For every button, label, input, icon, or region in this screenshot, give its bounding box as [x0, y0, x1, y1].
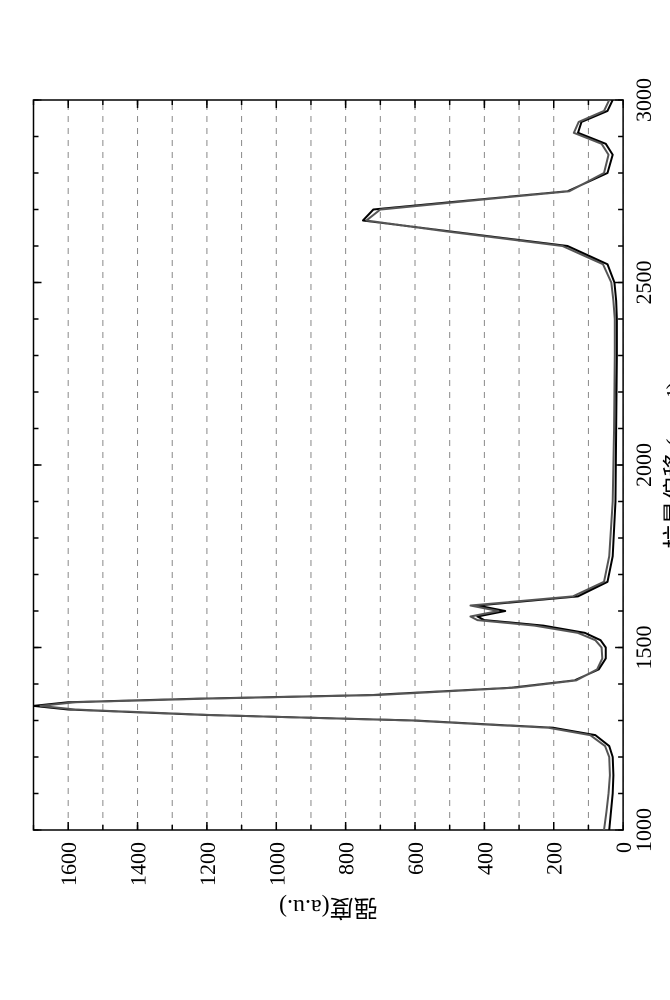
gridlines: [34, 100, 624, 830]
y-tick-label: 400: [472, 842, 497, 875]
chart-svg: 1000150020002500300002004006008001000120…: [0, 0, 670, 1000]
x-tick-label: 2000: [631, 443, 656, 487]
y-tick-label: 1600: [56, 842, 81, 886]
y-tick-label: 1000: [264, 842, 289, 886]
y-axis-title: 强度(a.u.): [279, 894, 378, 921]
y-axis-ticks: 0 200 400 600 800 1000 1200 1400 1600: [34, 100, 637, 886]
raman-spectrum-chart: 1000150020002500300002004006008001000120…: [0, 0, 670, 1000]
raman-trace-a: [34, 100, 617, 830]
plot-series: [34, 100, 617, 830]
raman-trace-b: [40, 100, 614, 830]
y-tick-label: 600: [403, 842, 428, 875]
y-tick-label: 800: [334, 842, 359, 875]
y-tick-label: 1400: [126, 842, 151, 886]
x-tick-label: 1500: [631, 626, 656, 670]
y-tick-label: 0: [611, 842, 636, 853]
y-tick-label: 200: [542, 842, 567, 875]
y-tick-label: 1200: [195, 842, 220, 886]
x-tick-label: 3000: [631, 78, 656, 122]
x-axis-ticks: 10001500200025003000: [34, 78, 657, 852]
x-axis-title: 拉曼偏移 (cm⁻¹): [662, 381, 670, 548]
x-tick-label: 2500: [631, 261, 656, 305]
